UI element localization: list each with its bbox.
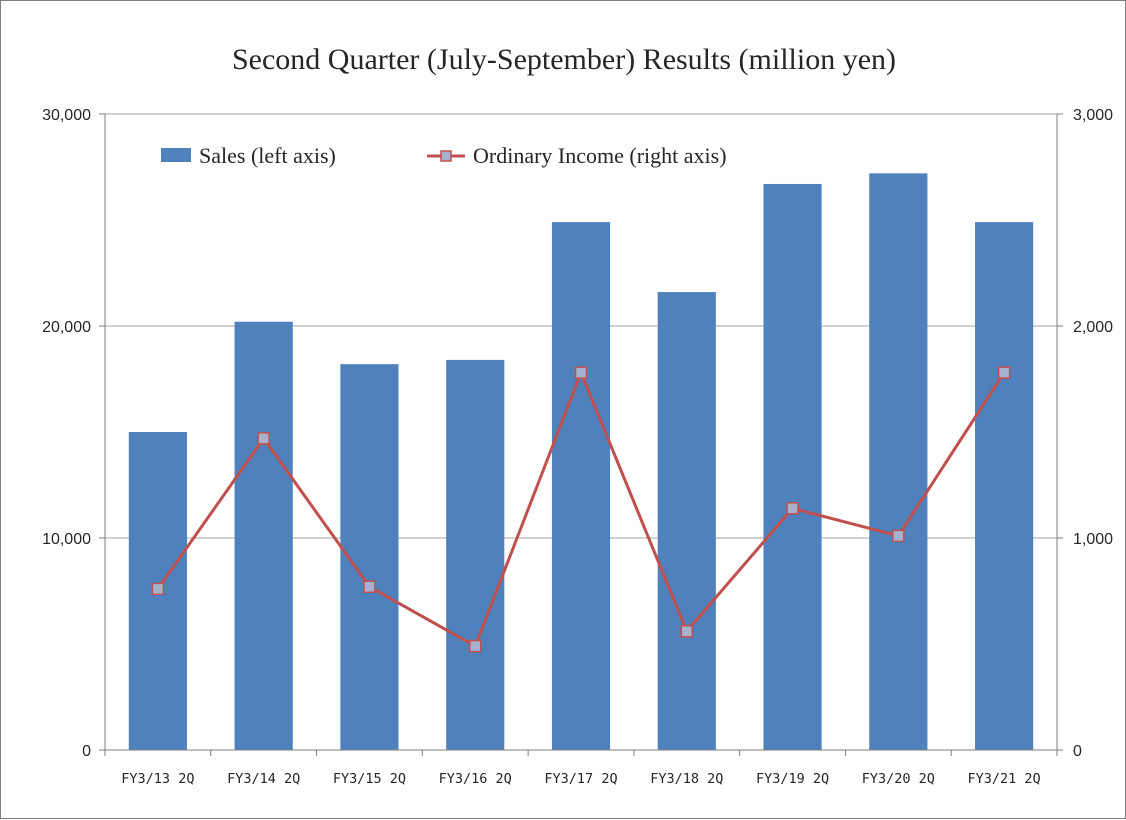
ordinary-income-point [151, 582, 165, 596]
ordinary-income-point [997, 366, 1011, 379]
chart-title: Second Quarter (July-September) Results … [232, 43, 896, 76]
sales-bar [551, 222, 611, 750]
sales-bar [975, 222, 1034, 750]
right-axis-tick-label: 0 [1073, 743, 1082, 760]
x-axis-tick-label: FY3/18 2Q [650, 771, 723, 787]
sales-bar [657, 292, 716, 750]
sales-bar [234, 321, 293, 750]
x-axis-tick-label: FY3/19 2Q [756, 771, 829, 787]
right-axis-tick-label: 3,000 [1073, 107, 1113, 124]
right-axis-tick-label: 1,000 [1073, 531, 1113, 548]
x-axis-tick-label: FY3/14 2Q [227, 771, 300, 787]
sales-bar [763, 183, 822, 750]
ordinary-income-point [257, 432, 270, 445]
ordinary-income-point [574, 366, 588, 379]
legend: Sales (left axis) Ordinary Income (right… [161, 143, 727, 168]
x-axis-tick-label: FY3/16 2Q [439, 771, 512, 787]
legend-income-marker [440, 150, 452, 162]
right-axis-tick-label: 2,000 [1073, 319, 1113, 336]
ordinary-income-line [151, 366, 1011, 653]
x-axis-tick-label: FY3/17 2Q [544, 771, 617, 787]
x-axis-tick-label: FY3/21 2Q [968, 771, 1041, 787]
sales-bars [128, 173, 1034, 751]
sales-bar [446, 359, 505, 750]
left-axis-tick-label: 0 [82, 743, 91, 760]
legend-income-label: Ordinary Income (right axis) [473, 143, 727, 168]
left-axis-tick-label: 30,000 [42, 107, 91, 124]
ordinary-income-point [363, 580, 376, 594]
axes: 0 10,000 20,000 30,000 0 1,000 2,000 3,000 FY3/1… [42, 107, 1113, 787]
ordinary-income-point [892, 529, 905, 543]
x-axis-tick-label: FY3/20 2Q [862, 771, 935, 787]
x-axis-tick-label: FY3/13 2Q [121, 771, 194, 787]
ordinary-income-point [786, 502, 799, 515]
ordinary-income-point [468, 639, 482, 653]
x-axis-tick-label: FY3/15 2Q [333, 771, 406, 787]
ordinary-income-point [680, 625, 694, 638]
sales-bar [869, 173, 928, 751]
left-axis-tick-label: 10,000 [42, 531, 91, 548]
left-axis-tick-label: 20,000 [42, 319, 91, 336]
legend-sales-label: Sales (left axis) [199, 143, 336, 168]
legend-sales-swatch [161, 148, 191, 162]
